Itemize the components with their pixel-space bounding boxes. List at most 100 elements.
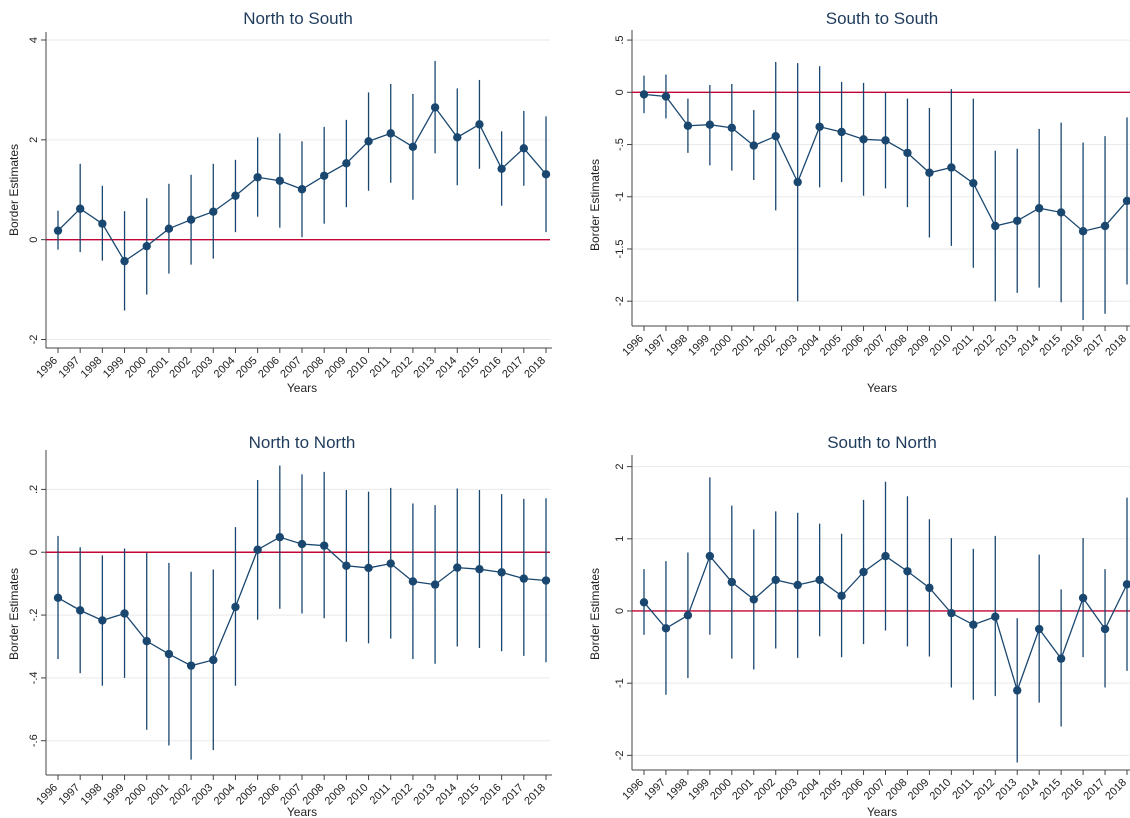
data-point [903, 567, 912, 576]
data-point [903, 148, 912, 158]
data-point [209, 207, 218, 216]
chart-title: South to South [826, 9, 938, 28]
y-tick-label: 2 [28, 137, 40, 143]
data-point [319, 171, 329, 180]
data-point [297, 185, 307, 194]
x-tick-label: 2009 [323, 355, 349, 381]
x-tick-label: 2010 [345, 782, 371, 808]
x-tick-label: 2012 [972, 333, 998, 359]
x-tick-label: 2008 [301, 355, 327, 381]
data-point [991, 221, 1000, 231]
y-tick-label: -2 [614, 750, 626, 760]
x-axis-label: Years [287, 381, 317, 395]
data-point [1122, 580, 1130, 589]
data-point [164, 224, 174, 233]
x-tick-label: 2003 [190, 782, 216, 808]
x-tick-label: 1999 [101, 782, 127, 808]
x-tick-label: 1999 [686, 333, 712, 359]
data-point [364, 563, 373, 573]
x-tick-label: 2002 [752, 777, 778, 803]
y-axis-label: Border Estimates [588, 159, 602, 251]
x-tick-label: 2002 [167, 355, 193, 381]
data-point [164, 649, 174, 659]
x-tick-label: 2001 [145, 782, 171, 808]
chart-svg-north-to-north: North to North Years Border Estimates -.… [7, 433, 552, 818]
chart-panel-north-to-south: North to South Years Border Estimates -2… [0, 0, 565, 409]
data-point [386, 129, 395, 138]
x-tick-label: 2012 [972, 777, 998, 803]
chart-title: North to South [243, 9, 353, 28]
x-tick-label: 2018 [1103, 777, 1129, 803]
y-tick-label: -1.5 [614, 239, 626, 258]
data-point [947, 608, 956, 618]
data-point [408, 142, 418, 152]
data-point [837, 591, 846, 601]
data-point [342, 561, 351, 570]
x-tick-label: 1997 [642, 777, 668, 803]
x-tick-label: 2000 [708, 333, 734, 359]
data-point [297, 539, 307, 549]
data-point [991, 612, 1000, 621]
data-point [342, 159, 351, 168]
data-point [519, 144, 529, 153]
x-tick-label: 1997 [57, 782, 83, 808]
x-tick-label: 2010 [928, 777, 954, 803]
x-tick-label: 2017 [1081, 777, 1107, 803]
data-point [771, 131, 780, 141]
x-tick-label: 1996 [620, 777, 646, 803]
y-tick-label: -.6 [28, 734, 40, 747]
data-point [661, 92, 671, 101]
x-tick-label: 2002 [167, 782, 193, 808]
data-point [364, 137, 373, 146]
data-point [1013, 686, 1022, 695]
x-tick-label: 2006 [256, 782, 282, 808]
data-point [1100, 624, 1110, 634]
y-tick-label: -2 [614, 296, 626, 306]
x-tick-label: 2005 [234, 355, 260, 381]
y-tick-label: 0 [28, 549, 40, 555]
x-tick-label: 2006 [840, 333, 866, 359]
y-axis-label: Border Estimates [7, 144, 21, 236]
x-tick-label: 2014 [1016, 777, 1042, 803]
x-tick-label: 2010 [928, 333, 954, 359]
y-tick-label: -.5 [614, 138, 626, 151]
y-tick-label: 2 [614, 464, 626, 470]
data-point [1078, 227, 1088, 236]
data-point [925, 583, 934, 593]
data-point [925, 168, 934, 177]
y-axis-label: Border Estimates [7, 568, 21, 660]
x-tick-label: 2009 [323, 782, 349, 808]
chart-svg-south-to-south: South to South Years Border Estimates -2… [588, 9, 1130, 395]
x-tick-label: 1998 [664, 777, 690, 803]
x-tick-label: 2014 [434, 782, 460, 808]
x-tick-label: 2006 [256, 355, 282, 381]
x-axis-label: Years [287, 805, 317, 818]
y-tick-label: 0 [28, 237, 40, 243]
y-tick-label: 0 [614, 608, 626, 614]
x-tick-label: 2010 [345, 355, 371, 381]
data-point [749, 141, 758, 150]
x-tick-label: 2001 [730, 777, 756, 803]
x-tick-label: 2008 [301, 782, 327, 808]
data-point [497, 164, 506, 173]
x-tick-label: 2003 [774, 777, 800, 803]
plot-area: -2-1.5-1-.50.519961997199819992000200120… [614, 30, 1130, 358]
x-tick-label: 1997 [57, 355, 83, 381]
data-point [661, 624, 671, 633]
data-point [75, 606, 85, 615]
chart-panel-south-to-south: South to South Years Border Estimates -2… [565, 0, 1130, 409]
data-point [186, 215, 196, 224]
x-tick-label: 1999 [686, 777, 712, 803]
data-point [969, 620, 978, 629]
data-point [519, 574, 529, 583]
x-tick-label: 2013 [994, 333, 1020, 359]
x-tick-label: 2013 [411, 782, 437, 808]
data-point [1056, 208, 1066, 217]
x-tick-label: 2014 [1016, 333, 1042, 359]
x-tick-label: 2016 [1059, 333, 1085, 359]
data-point [969, 178, 978, 188]
data-point [859, 135, 868, 144]
x-tick-label: 2018 [1103, 333, 1129, 359]
x-tick-label: 2006 [840, 777, 866, 803]
data-point [837, 127, 846, 137]
